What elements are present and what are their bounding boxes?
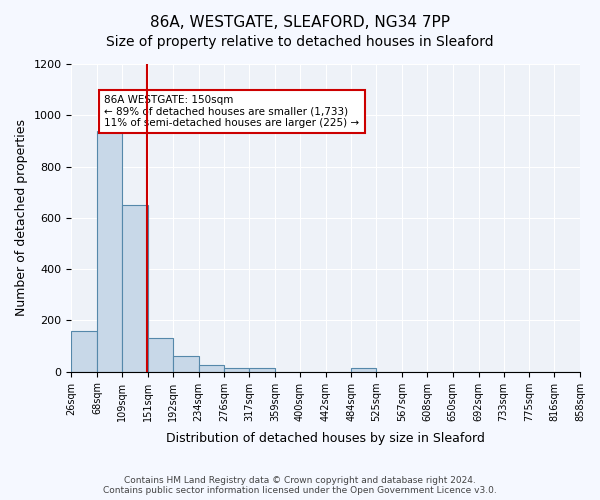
Bar (173, 356, 199, 372)
Bar (71, 330, 97, 372)
Text: Size of property relative to detached houses in Sleaford: Size of property relative to detached ho… (106, 35, 494, 49)
Bar (224, 368, 249, 372)
Bar (148, 338, 173, 372)
Bar (199, 364, 224, 372)
Bar (97, 130, 122, 372)
Bar (249, 368, 275, 372)
Text: Contains HM Land Registry data © Crown copyright and database right 2024.
Contai: Contains HM Land Registry data © Crown c… (103, 476, 497, 495)
Bar (352, 368, 376, 372)
Text: 86A, WESTGATE, SLEAFORD, NG34 7PP: 86A, WESTGATE, SLEAFORD, NG34 7PP (150, 15, 450, 30)
Text: 86A WESTGATE: 150sqm
← 89% of detached houses are smaller (1,733)
11% of semi-de: 86A WESTGATE: 150sqm ← 89% of detached h… (104, 95, 359, 128)
X-axis label: Distribution of detached houses by size in Sleaford: Distribution of detached houses by size … (166, 432, 485, 445)
Bar (122, 205, 148, 372)
Y-axis label: Number of detached properties: Number of detached properties (15, 120, 28, 316)
